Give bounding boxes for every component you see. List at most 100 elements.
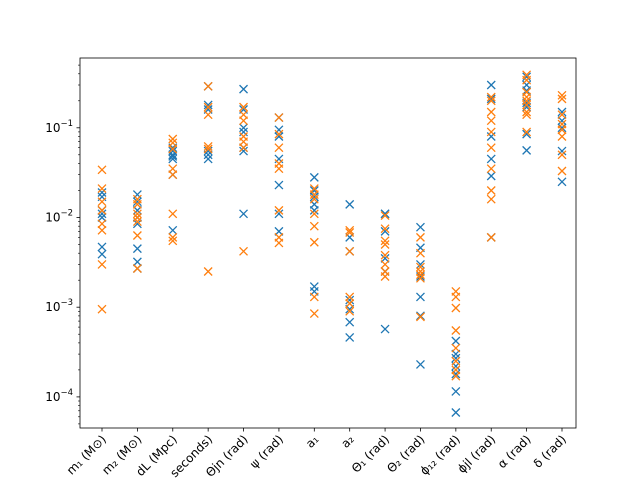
data-point-marker <box>380 272 390 281</box>
data-point-marker <box>451 303 461 313</box>
y-tick-label-base: 10 <box>45 300 60 314</box>
data-point-marker <box>132 219 142 229</box>
data-point-marker <box>557 107 567 117</box>
data-point-marker <box>309 221 319 231</box>
data-point-marker <box>486 194 496 204</box>
data-point-marker <box>274 125 284 135</box>
data-point-marker <box>97 205 107 215</box>
data-point-marker <box>380 240 390 249</box>
data-point-marker <box>309 292 319 302</box>
data-point-marker <box>522 127 532 137</box>
data-point-marker <box>309 237 319 247</box>
data-point-marker <box>451 386 461 396</box>
data-point-marker <box>416 311 425 321</box>
data-point-marker <box>239 209 248 219</box>
data-point-marker <box>132 264 142 273</box>
data-point-marker <box>239 102 248 112</box>
data-point-marker <box>309 209 319 219</box>
data-point-marker <box>557 132 567 141</box>
y-tick-label-exponent: −3 <box>60 298 73 308</box>
data-point-marker <box>416 259 425 269</box>
data-point-marker <box>451 326 461 335</box>
data-point-marker <box>522 110 532 120</box>
data-point-marker <box>203 154 213 164</box>
data-point-marker <box>132 231 142 240</box>
data-point-marker <box>522 100 532 110</box>
data-point-marker <box>274 180 284 190</box>
data-point-marker <box>416 359 425 369</box>
data-point-marker <box>380 226 390 236</box>
data-point-marker <box>380 324 390 334</box>
data-point-marker <box>522 129 532 139</box>
data-markers <box>97 70 567 417</box>
y-tick-label: 10−4 <box>45 388 73 404</box>
data-point-marker <box>557 123 567 133</box>
data-point-marker <box>274 129 284 139</box>
data-point-marker <box>416 273 425 283</box>
data-point-marker <box>451 365 461 375</box>
data-point-marker <box>345 299 355 308</box>
data-point-marker <box>557 177 567 187</box>
data-point-marker <box>97 197 107 207</box>
data-point-marker <box>132 213 142 222</box>
data-point-marker <box>309 309 319 318</box>
data-point-marker <box>97 213 107 222</box>
data-point-marker <box>239 146 248 156</box>
data-point-marker <box>97 219 107 229</box>
y-tick-label-base: 10 <box>45 121 60 135</box>
data-point-marker <box>451 408 461 417</box>
data-point-marker <box>486 107 496 117</box>
data-point-marker <box>486 232 496 242</box>
data-point-marker <box>274 132 284 141</box>
data-point-marker <box>274 205 284 215</box>
data-point-marker <box>132 199 142 209</box>
data-point-marker <box>132 217 142 227</box>
data-point-marker <box>522 72 532 82</box>
data-point-marker <box>486 80 496 90</box>
plot-frame <box>79 57 577 429</box>
data-point-marker <box>97 225 107 235</box>
data-point-marker <box>309 205 319 215</box>
y-tick-label-exponent: −1 <box>60 119 73 129</box>
data-point-marker <box>451 371 461 381</box>
data-point-marker <box>168 170 178 180</box>
data-point-marker <box>486 186 496 195</box>
data-point-marker <box>168 209 178 219</box>
data-point-marker <box>97 188 107 197</box>
data-point-marker <box>557 166 567 176</box>
y-tick-label: 10−1 <box>45 119 73 135</box>
data-point-marker <box>380 211 390 221</box>
data-point-marker <box>168 134 178 144</box>
data-point-marker <box>486 116 496 126</box>
data-point-marker <box>274 143 284 153</box>
data-point-marker <box>345 246 355 256</box>
y-tick-label: 10−3 <box>45 298 73 314</box>
data-point-marker <box>97 242 107 252</box>
data-point-marker <box>274 113 284 123</box>
data-point-marker <box>345 292 355 302</box>
data-point-marker <box>132 244 142 254</box>
data-point-marker <box>97 165 107 175</box>
data-point-marker <box>486 171 496 181</box>
data-point-marker <box>522 75 532 85</box>
data-point-marker <box>239 143 248 153</box>
data-point-marker <box>274 164 284 174</box>
data-point-marker <box>557 125 567 135</box>
data-point-marker <box>345 228 355 237</box>
data-point-marker <box>451 336 461 346</box>
data-point-marker <box>380 236 390 246</box>
data-point-marker <box>486 143 496 153</box>
data-point-marker <box>203 102 213 112</box>
data-point-marker <box>97 249 107 259</box>
data-point-marker <box>451 356 461 366</box>
data-point-marker <box>203 267 213 276</box>
data-point-marker <box>203 144 213 154</box>
data-point-marker <box>168 144 178 154</box>
data-point-marker <box>168 236 178 246</box>
data-point-marker <box>451 353 461 363</box>
data-point-marker <box>557 150 567 160</box>
data-point-marker <box>557 146 567 156</box>
data-point-marker <box>522 145 532 155</box>
data-point-marker <box>416 270 425 280</box>
